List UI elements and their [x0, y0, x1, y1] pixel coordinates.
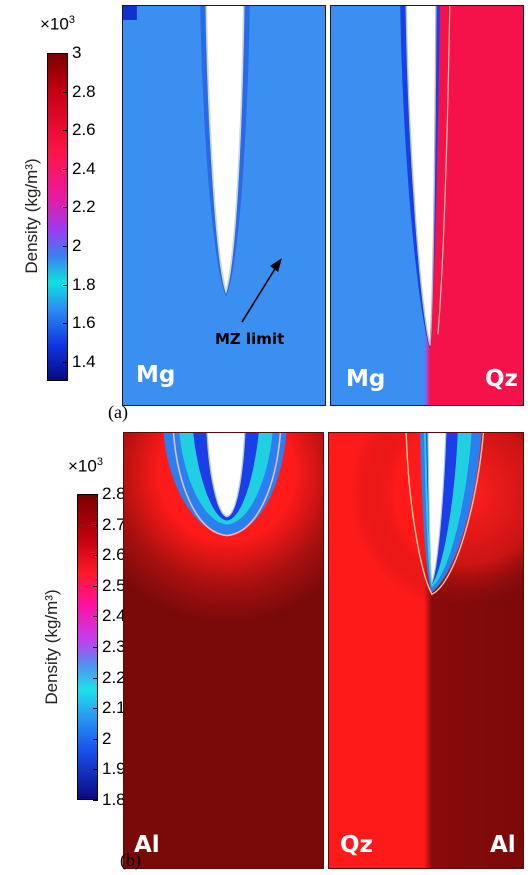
- colorbar-b-tick-mark: [93, 738, 98, 740]
- colorbar-a-tick-mark: [63, 361, 68, 363]
- colorbar-a-tick-label: 1.8: [72, 274, 96, 294]
- colorbar-a-tick-label: 2.2: [72, 197, 96, 217]
- panel-b-left-material-label: Al: [134, 832, 160, 858]
- colorbar-a-tick-label: 2.4: [72, 158, 96, 178]
- colorbar-a-tick-mark: [63, 91, 68, 93]
- colorbar-b-tick-label: 1.9: [102, 759, 126, 779]
- panel-b-right: [328, 432, 524, 869]
- panel-a-left-material-label: Mg: [136, 362, 176, 388]
- mz-limit-label: MZ limit: [215, 330, 285, 348]
- colorbar-a-tick-mark: [63, 53, 68, 54]
- colorbar-b-tick-mark: [93, 494, 98, 495]
- colorbar-b-tick-label: 2.1: [102, 698, 126, 718]
- panel-b-right-material-left: Qz: [340, 832, 373, 858]
- panel-a-right-material-left: Mg: [346, 366, 386, 392]
- colorbar-b-tick-label: 2.2: [102, 667, 126, 687]
- colorbar-b-tick-label: 2.3: [102, 637, 126, 656]
- colorbar-a-tick-label: 2.8: [72, 81, 96, 101]
- colorbar-a-tick-mark: [63, 245, 68, 247]
- colorbar-b-tick-mark: [93, 677, 98, 679]
- colorbar-b-tick-label: 2.6: [102, 545, 126, 565]
- colorbar-b-tick-mark: [93, 524, 98, 526]
- colorbar-a-tick-label: 2: [72, 235, 82, 255]
- part-a-label: (a): [108, 402, 128, 422]
- colorbar-b-tick-mark: [93, 708, 98, 710]
- colorbar-a-tick-mark: [63, 168, 68, 170]
- colorbar-b-tick-label: 2.4: [102, 606, 126, 626]
- colorbar-b-tick-mark: [93, 616, 98, 618]
- colorbar-b-tick-mark: [93, 585, 98, 587]
- colorbar-a-tick-mark: [63, 207, 68, 209]
- colorbar-a-tick-label: 3: [72, 43, 82, 62]
- colorbar-b-title: Density (kg/m³): [42, 589, 61, 705]
- colorbar-a-tick-label: 1.4: [72, 351, 96, 371]
- colorbar-b-tick-label: 2.5: [102, 575, 126, 595]
- panel-a-left-plot: [123, 6, 325, 405]
- colorbar-b-tick-label: 1.8: [102, 790, 126, 809]
- panel-b-right-material-right: Al: [490, 832, 516, 858]
- colorbar-b-tick-label: 2.8: [102, 484, 126, 503]
- colorbar-b-tick-mark: [93, 647, 98, 648]
- colorbar-a-multiplier: ×103: [40, 14, 75, 34]
- colorbar-b-tick-label: 2: [102, 728, 112, 748]
- colorbar-b-multiplier: ×103: [68, 456, 103, 476]
- colorbar-a-tick-mark: [63, 323, 68, 325]
- colorbar-b-tick-mark: [93, 800, 98, 801]
- colorbar-b-tick-mark: [93, 769, 98, 771]
- colorbar-b-tick-label: 2.7: [102, 514, 126, 534]
- part-b-label: (b): [120, 850, 141, 870]
- mz-limit-arrow-icon: [241, 258, 282, 323]
- colorbar-b-tick-mark: [93, 555, 98, 557]
- panel-a-left: [122, 5, 326, 406]
- panel-a-right: [330, 5, 524, 406]
- colorbar-a-tick-label: 1.6: [72, 313, 96, 333]
- colorbar-a-tick-mark: [63, 130, 68, 132]
- colorbar-a-title: Density (kg/m³): [22, 158, 41, 274]
- colorbar-a-tick-mark: [63, 284, 68, 286]
- panel-a-right-material-right: Qz: [485, 366, 518, 392]
- colorbar-a-tick-label: 2.6: [72, 120, 96, 140]
- colorbar-a: [47, 53, 68, 381]
- panel-b-left: [123, 432, 324, 869]
- panel-b-right-plot: [329, 433, 523, 868]
- panel-b-left-plot: [124, 433, 323, 868]
- panel-a-right-plot: [331, 6, 523, 405]
